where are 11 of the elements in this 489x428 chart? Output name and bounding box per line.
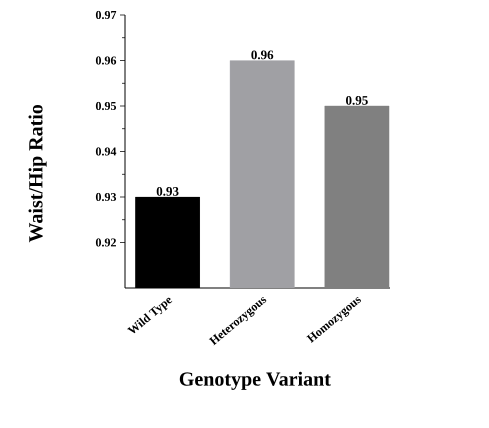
data-label: 0.95: [346, 96, 368, 105]
y-tick-label: 0.94: [96, 147, 116, 156]
y-tick-label: 0.97: [96, 10, 116, 20]
y-tick-label: 0.96: [96, 56, 116, 65]
x-axis-title: Genotype Variant: [180, 372, 331, 390]
y-axis-title: Waist/Hip Ratio: [28, 104, 47, 242]
y-tick-label: 0.95: [96, 102, 116, 110]
y-tick-label: 0.92: [96, 238, 116, 247]
y-tick-label: 0.93: [96, 192, 116, 202]
data-label: 0.96: [251, 50, 274, 60]
data-label: 0.93: [156, 186, 179, 196]
